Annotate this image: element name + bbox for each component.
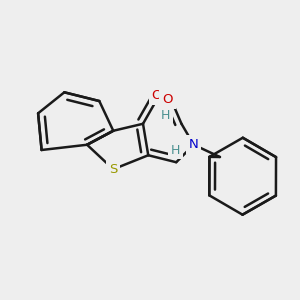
Text: O: O [152, 89, 162, 102]
Text: H: H [161, 109, 170, 122]
Text: H: H [171, 143, 180, 157]
Text: N: N [189, 138, 199, 151]
Text: S: S [109, 163, 118, 176]
Text: O: O [162, 93, 173, 106]
